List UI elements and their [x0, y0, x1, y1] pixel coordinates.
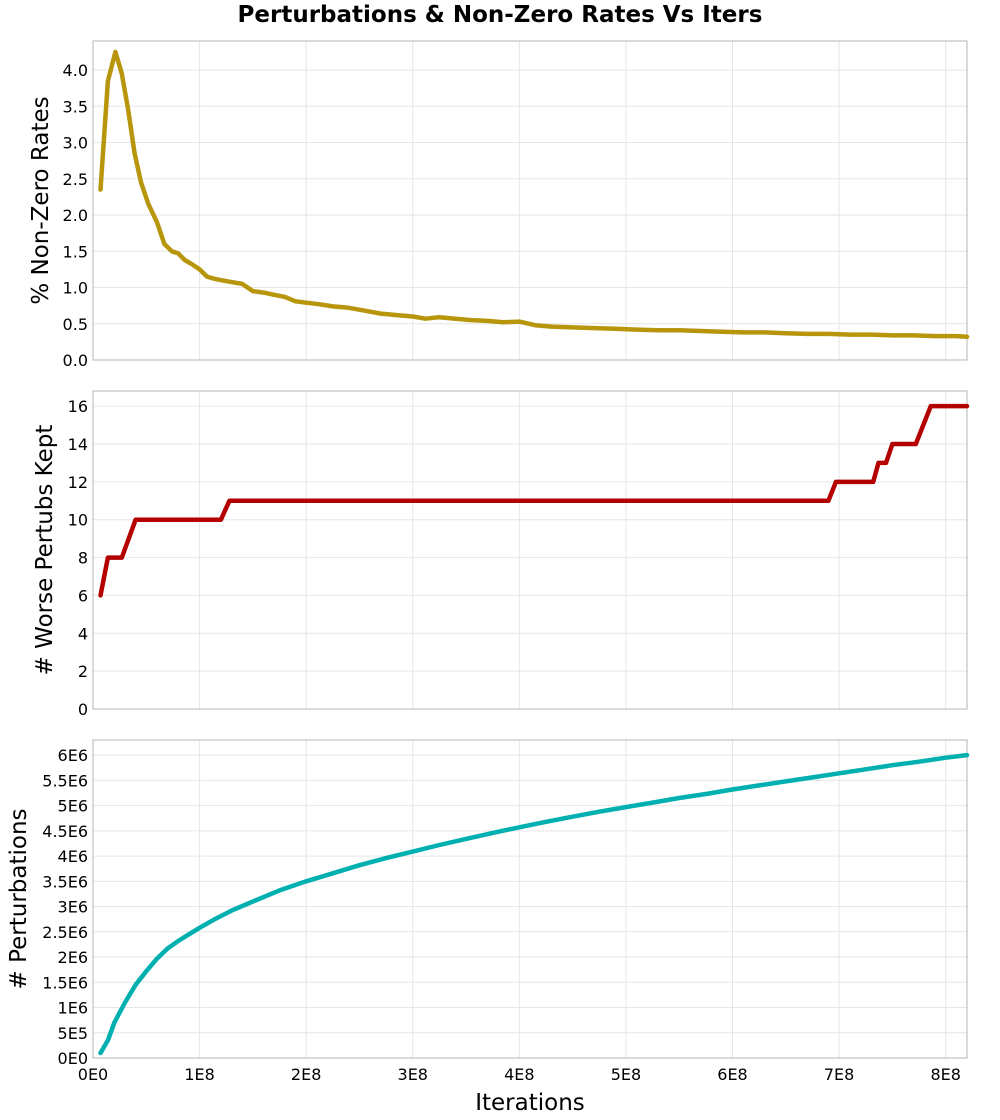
y-axis-label: # Worse Pertubs Kept — [32, 425, 58, 676]
chart-panel-2: 0 2 4 6 8 10 12 14 16 # Worse Pertubs Kept — [32, 390, 970, 719]
chart-title: Perturbations & Non-Zero Rates Vs Iters — [238, 2, 763, 28]
x-tick-label: 4E8 — [504, 1065, 534, 1084]
y-tick-label: 3.5E6 — [42, 872, 88, 891]
plot-area-frame — [92, 739, 968, 1059]
y-tick-label: 0 — [78, 700, 88, 719]
y-tick-label: 3.0 — [63, 134, 88, 153]
y-tick-label: 6 — [78, 586, 88, 605]
x-tick-label: 1E8 — [184, 1065, 214, 1084]
x-tick-label: 0E0 — [78, 1065, 108, 1084]
y-tick-label: 0.5 — [63, 315, 88, 334]
y-tick-label: 2.0 — [63, 206, 88, 225]
chart-panel-3: 0E0 5E5 1E6 1.5E6 2E6 2.5E6 3E6 3.5E6 4E6 4.5E6 5E… — [6, 739, 970, 1084]
x-tick-label: 5E8 — [611, 1065, 641, 1084]
plot-area-frame — [92, 390, 968, 710]
y-tick-label: 2 — [78, 662, 88, 681]
y-tick-label: 14 — [68, 435, 88, 454]
y-tick-label: 2.5E6 — [42, 923, 88, 942]
y-tick-label: 4 — [78, 624, 88, 643]
y-tick-label: 2.5 — [63, 170, 88, 189]
chart-panel-1: 0.0 0.5 1.0 1.5 2.0 2.5 3.0 3.5 4.0 % Non-Zero Ra… — [28, 40, 970, 370]
y-tick-label: 1.5E6 — [42, 973, 88, 992]
y-tick-label: 6E6 — [58, 746, 88, 765]
y-tick-label: 1.5 — [63, 242, 88, 261]
x-tick-label: 2E8 — [291, 1065, 321, 1084]
series-line — [98, 752, 970, 1056]
y-tick-label: 4.5E6 — [42, 822, 88, 841]
y-tick-label: 3E6 — [58, 898, 88, 917]
y-tick-label: 3.5 — [63, 97, 88, 116]
y-tick-label: 1E6 — [58, 999, 88, 1018]
series-line — [98, 403, 970, 598]
y-tick-label: 4.0 — [63, 61, 88, 80]
x-tick-label: 3E8 — [398, 1065, 428, 1084]
x-axis-label: Iterations — [475, 1090, 585, 1116]
y-tick-label: 5E6 — [58, 797, 88, 816]
y-tick-label: 1.0 — [63, 279, 88, 298]
y-tick-label: 8 — [78, 549, 88, 568]
x-tick-label: 8E8 — [930, 1065, 960, 1084]
plot-area-frame — [92, 40, 968, 361]
x-tick-label: 6E8 — [717, 1065, 747, 1084]
y-tick-label: 12 — [68, 473, 88, 492]
y-axis-label: # Perturbations — [6, 808, 32, 989]
y-tick-label: 0.0 — [63, 351, 88, 370]
y-axis-label: % Non-Zero Rates — [28, 96, 54, 304]
y-tick-label: 5.5E6 — [42, 771, 88, 790]
y-tick-label: 10 — [68, 511, 88, 530]
series-line — [98, 49, 970, 340]
x-tick-label: 7E8 — [824, 1065, 854, 1084]
y-tick-label: 16 — [68, 397, 88, 416]
y-tick-label: 4E6 — [58, 847, 88, 866]
y-tick-label: 2E6 — [58, 948, 88, 967]
y-tick-label: 5E5 — [58, 1024, 88, 1043]
y-tick-label: 0E0 — [58, 1049, 88, 1068]
